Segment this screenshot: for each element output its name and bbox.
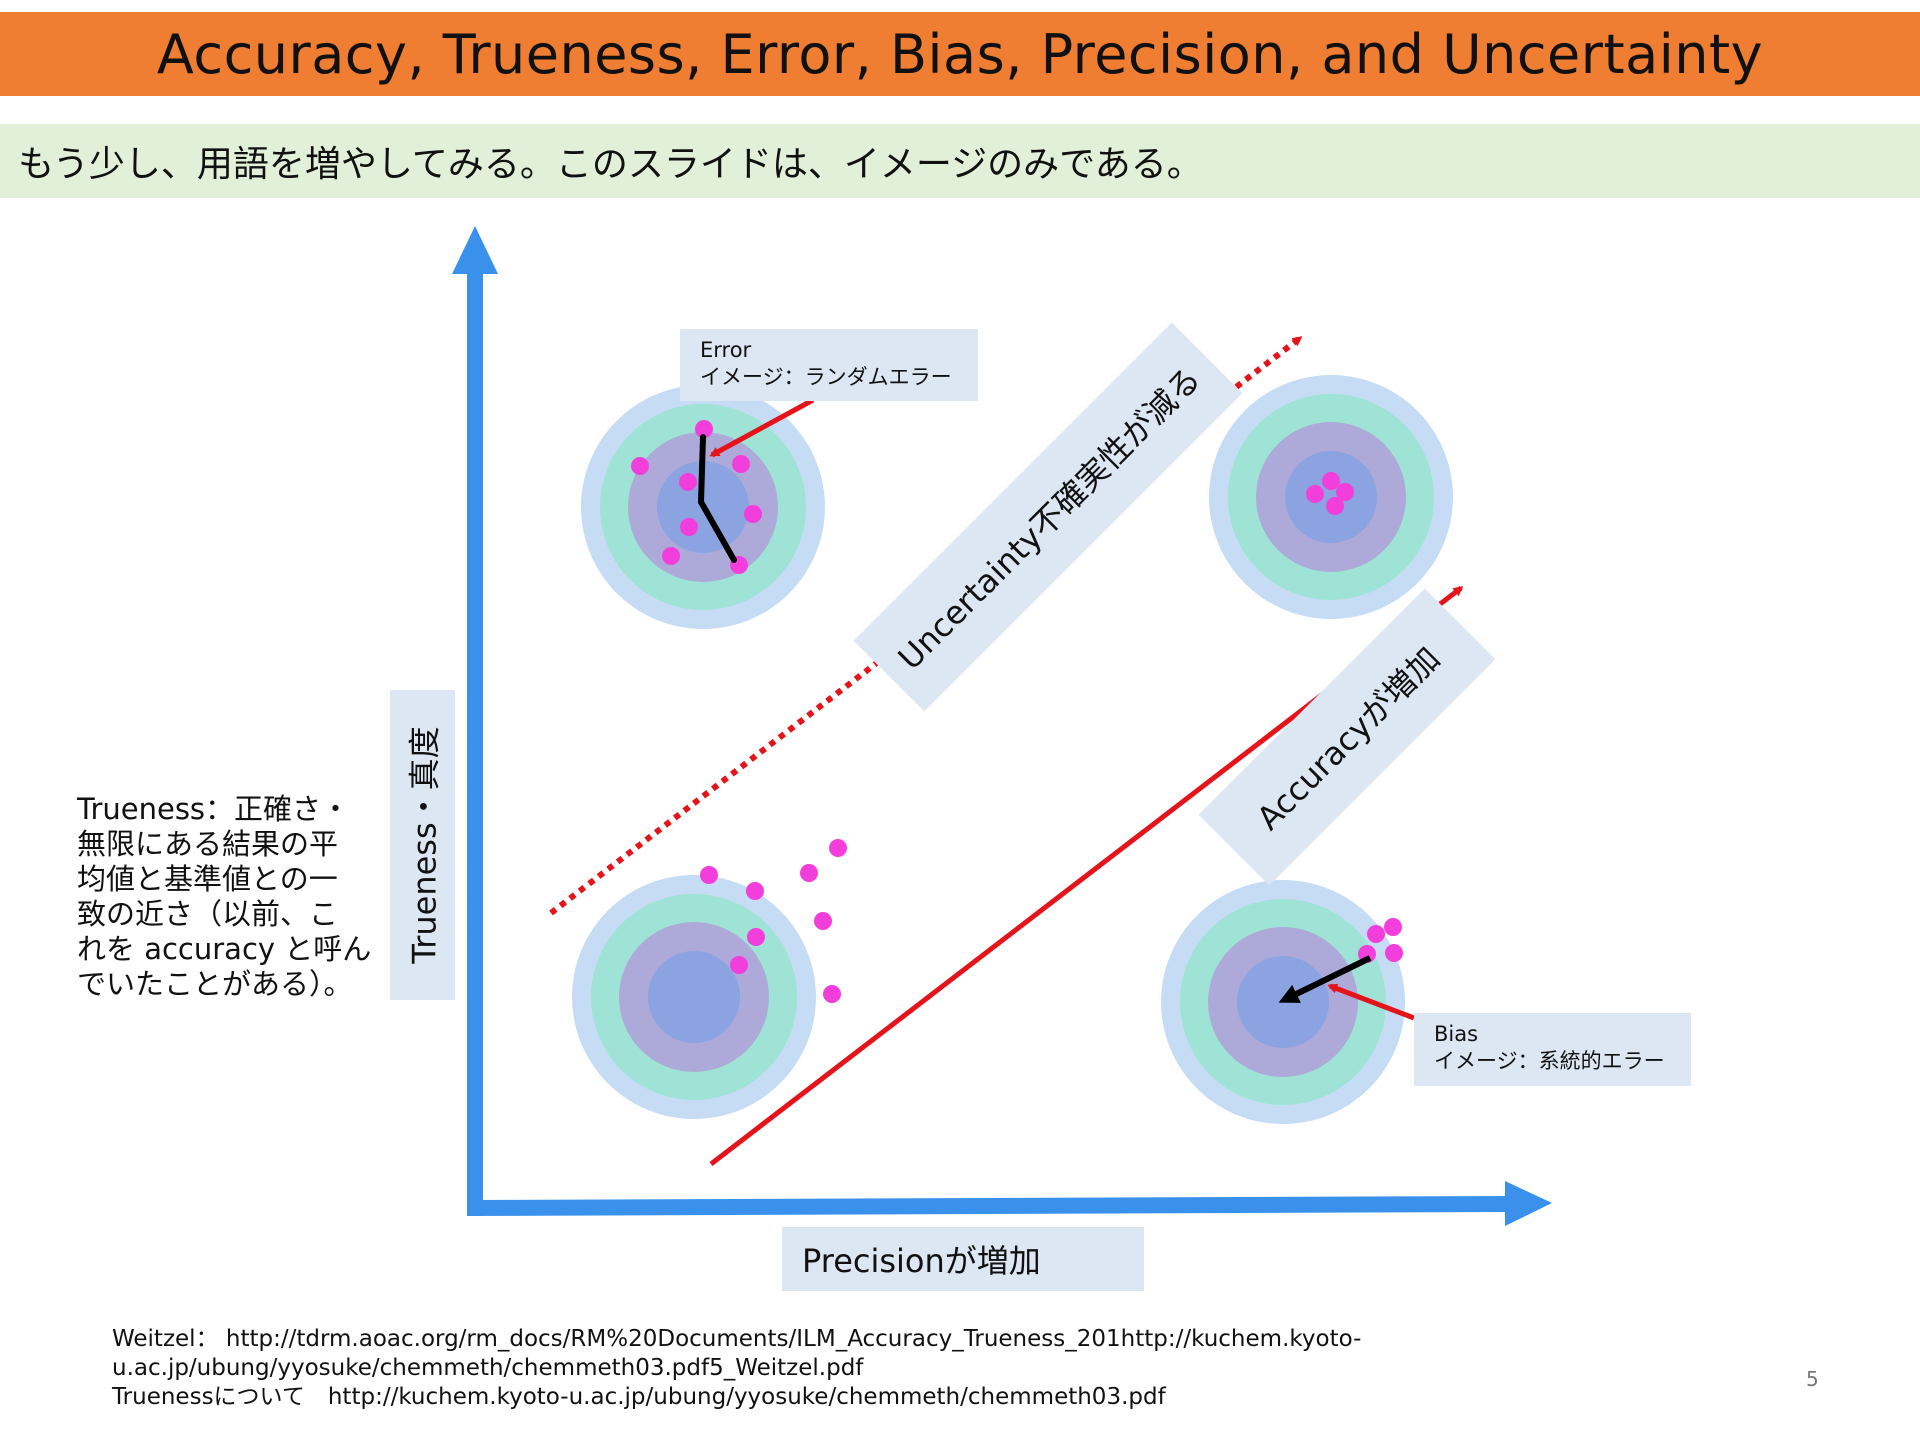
reference-line[interactable]: Truenessについて http://kuchem.kyoto-u.ac.jp…: [112, 1384, 1166, 1410]
dot: [1326, 497, 1344, 515]
x-axis: [467, 1181, 1552, 1226]
bias-label-box: Bias イメージ：系統的エラー: [1414, 1013, 1691, 1086]
dot: [747, 928, 765, 946]
error-label-note: イメージ：ランダムエラー: [700, 365, 952, 389]
dots-top-right: [1306, 472, 1354, 515]
target-bottom-left: [572, 875, 816, 1119]
slide-title: Accuracy, Trueness, Error, Bias, Precisi…: [156, 22, 1764, 86]
slide-subtitle: もう少し、用語を増やしてみる。このスライドは、イメージのみである。: [18, 144, 1203, 185]
dot: [730, 956, 748, 974]
title-bar: Accuracy, Trueness, Error, Bias, Precisi…: [0, 12, 1920, 96]
trueness-description: Trueness：正確さ・ 無限にある結果の平 均値と基準値との一 致の近さ（以…: [77, 792, 377, 1002]
trueness-description-line: でいたことがある）。: [77, 967, 353, 1001]
trueness-description-line: 均値と基準値との一: [77, 862, 338, 896]
trueness-description-line: れを accuracy と呼ん: [77, 932, 372, 966]
dot: [679, 473, 697, 491]
dot: [800, 864, 818, 882]
trueness-description-line: 無限にある結果の平: [77, 827, 339, 861]
trueness-axis-text: Trueness・真度: [405, 726, 444, 964]
reference-line[interactable]: Weitzel： http://tdrm.aoac.org/rm_docs/RM…: [112, 1326, 1362, 1352]
references: Weitzel： http://tdrm.aoac.org/rm_docs/RM…: [112, 1325, 1361, 1412]
dot: [744, 505, 762, 523]
error-pointer-arrow: [709, 397, 815, 458]
dot: [631, 457, 649, 475]
dot: [1385, 944, 1403, 962]
dots-bottom-right: [1358, 918, 1403, 963]
bias-pointer-arrow: [1327, 983, 1415, 1021]
bias-label-title: Bias: [1434, 1022, 1479, 1046]
dot: [700, 866, 718, 884]
reference-line[interactable]: u.ac.jp/ubung/yyosuke/chemmeth/chemmeth0…: [112, 1355, 864, 1381]
dot: [1367, 925, 1385, 943]
dot: [695, 420, 713, 438]
dot: [823, 985, 841, 1003]
subtitle-bar: もう少し、用語を増やしてみる。このスライドは、イメージのみである。: [0, 124, 1920, 198]
dot: [746, 882, 764, 900]
dot: [1384, 918, 1402, 936]
dot: [814, 912, 832, 930]
dot: [662, 547, 680, 565]
precision-axis-text: Precisionが増加: [802, 1242, 1041, 1280]
dot: [829, 839, 847, 857]
error-label-box: Error イメージ：ランダムエラー: [680, 329, 978, 401]
dot: [1336, 483, 1354, 501]
dot: [1306, 485, 1324, 503]
trueness-description-line: 致の近さ（以前、こ: [77, 897, 339, 931]
target-top-right: [1209, 375, 1453, 619]
dots-bottom-left: [700, 839, 847, 1003]
precision-axis-label: Precisionが増加: [782, 1227, 1144, 1291]
error-label-title: Error: [700, 338, 752, 362]
dot: [680, 518, 698, 536]
bias-vector-arrow: [1278, 955, 1372, 1003]
dot: [732, 455, 750, 473]
page-number: 5: [1806, 1367, 1819, 1391]
y-axis: [452, 226, 498, 1216]
trueness-description-line: Trueness：正確さ・: [77, 792, 351, 826]
bias-label-note: イメージ：系統的エラー: [1434, 1049, 1665, 1073]
trueness-axis-label: Trueness・真度: [390, 690, 455, 1000]
error-deviation-lines: [698, 434, 737, 563]
dot: [1322, 472, 1340, 490]
